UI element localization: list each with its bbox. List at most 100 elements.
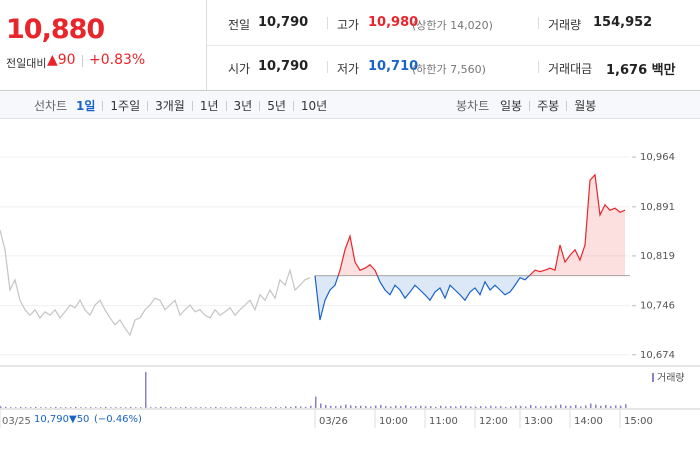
divider <box>538 61 539 73</box>
tab-divider <box>225 101 227 111</box>
volume-bar <box>585 405 587 408</box>
tab-divider <box>529 101 531 111</box>
volume-bar <box>5 406 7 408</box>
divider <box>82 55 83 67</box>
stat-note: (하한가 7,560) <box>412 63 486 76</box>
volume-bar <box>75 406 77 408</box>
volume-bar <box>130 406 132 408</box>
volume-bar <box>45 407 47 408</box>
volume-bar <box>80 407 82 408</box>
divider <box>327 17 328 29</box>
volume-bar <box>225 407 227 408</box>
volume-bar <box>365 406 367 408</box>
stat-value: 10,790 <box>258 59 309 74</box>
volume-bar <box>330 405 332 408</box>
tab[interactable]: 3년 <box>233 99 253 113</box>
volume-bar <box>340 405 342 408</box>
volume-bar <box>525 406 527 408</box>
volume-bar <box>435 406 437 408</box>
tab[interactable]: 주봉 <box>537 99 560 113</box>
volume-bar <box>320 403 322 408</box>
volume-bar <box>60 407 62 408</box>
volume-bar <box>460 405 462 408</box>
volume-bar <box>155 407 157 408</box>
volume-bar <box>275 406 277 408</box>
volume-bar <box>315 396 317 408</box>
tab-bar <box>0 91 700 119</box>
x-tick-label: 14:00 <box>574 416 603 427</box>
tab[interactable]: 1일 <box>76 99 96 113</box>
stat-value: 10,980 <box>368 15 419 30</box>
x-tick-label: 12:00 <box>479 416 508 427</box>
volume-bar <box>20 406 22 408</box>
stat-value: 1,676 백만 <box>606 63 676 78</box>
tab-group-label: 봉차트 <box>456 99 490 113</box>
stat-label: 거래대금 <box>548 62 593 76</box>
tab[interactable]: 3개월 <box>155 99 185 113</box>
volume-bar <box>270 407 272 408</box>
stat-label: 시가 <box>228 62 251 76</box>
volume-bar <box>485 406 487 408</box>
price-line-down <box>314 275 531 321</box>
tab-divider <box>191 101 193 111</box>
volume-bar <box>110 407 112 408</box>
volume-bar <box>500 406 502 408</box>
volume-bar <box>590 403 592 408</box>
volume-bar <box>160 406 162 408</box>
x-tick-label: 11:00 <box>429 416 458 427</box>
volume-bar <box>395 405 397 408</box>
tab[interactable]: 1주일 <box>110 99 141 113</box>
y-tick-label: 10,819 <box>640 251 675 262</box>
volume-bar <box>520 406 522 408</box>
volume-bar <box>100 407 102 408</box>
volume-bar <box>255 407 257 408</box>
volume-bar <box>545 405 547 408</box>
tab-group-label: 선차트 <box>34 99 68 113</box>
volume-bar <box>50 407 52 408</box>
volume-bar <box>220 407 222 408</box>
volume-bar <box>195 407 197 408</box>
tab[interactable]: 10년 <box>300 99 328 113</box>
y-tick-label: 10,964 <box>640 152 675 163</box>
volume-bar <box>145 371 147 408</box>
y-tick-label: 10,746 <box>640 301 675 312</box>
volume-bar <box>380 404 382 408</box>
footer-change-pct: (−0.46%) <box>94 414 142 425</box>
change-pct: +0.83% <box>89 52 146 68</box>
x-tick-label: 03/25 <box>2 416 31 427</box>
tab[interactable]: 1년 <box>199 99 219 113</box>
tab[interactable]: 월봉 <box>574 99 597 113</box>
volume-bar <box>300 406 302 408</box>
volume-bar <box>305 406 307 408</box>
x-tick-label: 13:00 <box>524 416 553 427</box>
volume-bar <box>445 406 447 408</box>
volume-bar <box>490 405 492 408</box>
volume-bar <box>360 405 362 408</box>
volume-bar <box>370 406 372 408</box>
x-tick-label: 15:00 <box>624 416 653 427</box>
tab-divider <box>102 101 104 111</box>
volume-bar <box>450 406 452 408</box>
stat-label: 저가 <box>337 62 360 76</box>
tab[interactable]: 5년 <box>267 99 286 113</box>
price-line <box>0 229 311 337</box>
volume-bar <box>465 406 467 408</box>
volume-bar <box>325 404 327 408</box>
volume-bar <box>15 407 17 408</box>
stat-value: 10,710 <box>368 59 419 74</box>
volume-bar <box>10 407 12 408</box>
stat-label: 전일 <box>228 18 251 32</box>
volume-bar <box>535 406 537 408</box>
volume-bar <box>495 406 497 408</box>
tab[interactable]: 일봉 <box>500 99 523 113</box>
volume-bar <box>30 407 32 408</box>
volume-bar <box>245 407 247 408</box>
volume-bar <box>470 406 472 408</box>
volume-bar <box>0 406 2 408</box>
volume-bar <box>555 405 557 408</box>
tab-list: 일봉 주봉 월봉 <box>500 97 596 114</box>
volume-bar <box>210 407 212 408</box>
volume-bar <box>610 406 612 408</box>
volume-bar <box>90 407 92 408</box>
y-tick-label: 10,891 <box>640 202 675 213</box>
